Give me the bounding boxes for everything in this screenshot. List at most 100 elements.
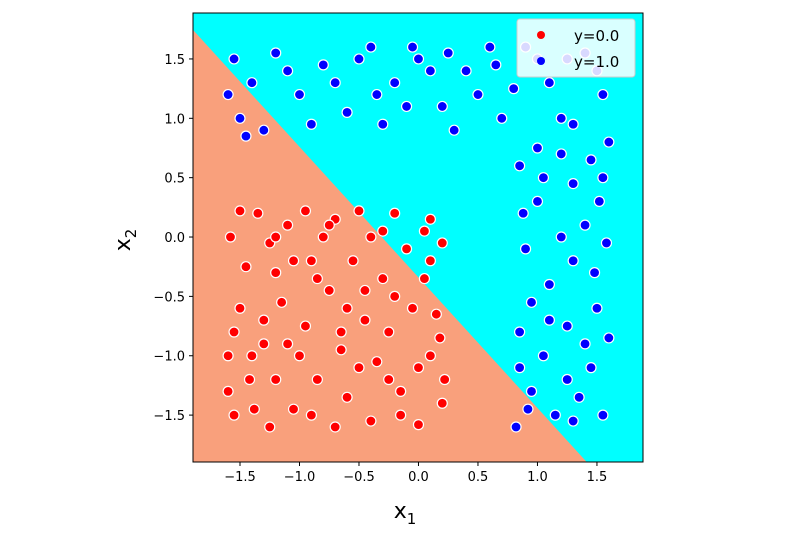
data-point-class-1 xyxy=(246,77,258,89)
data-point-class-1 xyxy=(543,314,555,326)
data-point-class-0 xyxy=(430,308,442,320)
data-point-class-1 xyxy=(258,124,270,136)
data-point-class-0 xyxy=(359,284,371,297)
data-point-class-1 xyxy=(561,373,573,386)
data-point-class-0 xyxy=(389,207,401,219)
x-axis-label-subscript: 1 xyxy=(407,510,417,528)
y-tick-label: 1.5 xyxy=(164,53,185,68)
data-point-class-1 xyxy=(597,88,609,101)
data-point-class-1 xyxy=(567,178,579,190)
legend-marker-class-1 xyxy=(537,57,545,65)
y-tick-label: 0.0 xyxy=(164,231,185,246)
data-point-class-0 xyxy=(305,255,317,267)
data-point-class-0 xyxy=(258,338,270,350)
data-point-class-1 xyxy=(561,320,573,332)
data-point-class-1 xyxy=(508,83,520,95)
data-point-class-0 xyxy=(412,419,425,431)
data-point-class-1 xyxy=(543,278,555,291)
y-axis-label: x2 xyxy=(111,229,140,252)
data-point-class-0 xyxy=(377,272,389,285)
data-point-class-0 xyxy=(395,409,407,421)
data-point-class-0 xyxy=(371,356,383,368)
y-tick-label: −1.0 xyxy=(153,350,185,365)
data-point-class-0 xyxy=(281,219,294,231)
data-point-class-0 xyxy=(434,332,446,344)
data-point-class-0 xyxy=(248,403,260,415)
data-point-class-1 xyxy=(593,195,605,208)
x-tick-label: −0.5 xyxy=(343,470,375,485)
data-point-class-0 xyxy=(424,255,436,267)
data-point-class-1 xyxy=(567,255,579,267)
data-point-class-0 xyxy=(311,272,323,285)
data-point-class-0 xyxy=(395,385,407,397)
legend-marker-class-0 xyxy=(537,31,545,39)
data-point-class-1 xyxy=(588,267,601,279)
data-point-class-1 xyxy=(579,219,591,231)
data-point-class-0 xyxy=(293,350,306,362)
data-point-class-0 xyxy=(359,314,371,326)
data-point-class-0 xyxy=(270,231,282,243)
data-point-class-1 xyxy=(222,88,234,101)
data-point-class-0 xyxy=(317,231,329,243)
data-point-class-1 xyxy=(400,100,413,113)
data-point-class-0 xyxy=(329,421,341,433)
x-tick-label: 1.0 xyxy=(527,470,548,485)
data-point-class-1 xyxy=(424,65,436,77)
x-tick-label: −1.0 xyxy=(284,470,316,485)
data-point-class-1 xyxy=(448,124,460,136)
data-point-class-0 xyxy=(365,415,377,427)
data-point-class-1 xyxy=(603,136,615,148)
data-point-class-0 xyxy=(424,213,436,225)
region-class-0 xyxy=(193,29,587,463)
data-point-class-1 xyxy=(597,172,609,184)
legend: y=0.0 y=1.0 xyxy=(516,18,636,78)
data-point-class-1 xyxy=(603,332,615,344)
data-point-class-0 xyxy=(341,302,353,314)
data-point-class-0 xyxy=(311,373,323,386)
data-point-class-1 xyxy=(543,77,555,89)
data-point-class-0 xyxy=(389,290,401,302)
data-point-class-1 xyxy=(514,326,526,338)
data-point-class-0 xyxy=(224,231,237,243)
data-point-class-1 xyxy=(293,88,306,101)
data-point-class-1 xyxy=(412,53,425,65)
data-point-class-1 xyxy=(270,47,282,59)
legend-label-class-0: y=0.0 xyxy=(574,27,619,45)
data-point-class-0 xyxy=(243,373,256,386)
data-point-class-0 xyxy=(228,326,240,338)
data-point-class-1 xyxy=(377,118,389,130)
data-point-class-0 xyxy=(335,344,347,356)
data-point-class-1 xyxy=(525,296,538,308)
data-point-class-0 xyxy=(281,338,294,350)
data-point-class-1 xyxy=(579,338,591,350)
data-point-class-1 xyxy=(228,53,240,65)
data-point-class-1 xyxy=(591,302,603,314)
data-point-class-0 xyxy=(287,403,300,415)
data-point-class-0 xyxy=(341,391,353,403)
data-point-class-1 xyxy=(353,53,365,65)
data-point-class-0 xyxy=(377,225,389,237)
x-tick-label: −1.5 xyxy=(224,470,256,485)
data-point-class-0 xyxy=(252,207,264,219)
data-point-class-1 xyxy=(490,59,502,71)
data-point-class-0 xyxy=(323,284,335,297)
data-point-class-0 xyxy=(383,373,395,386)
data-point-class-0 xyxy=(305,409,317,421)
data-point-class-1 xyxy=(472,88,484,101)
data-point-class-0 xyxy=(383,326,395,338)
data-point-class-0 xyxy=(287,255,300,267)
data-point-class-1 xyxy=(585,362,597,374)
data-point-class-0 xyxy=(234,302,246,314)
data-point-class-1 xyxy=(371,88,383,101)
x-axis-label: x1 xyxy=(394,499,417,528)
data-point-class-0 xyxy=(299,205,312,217)
data-point-class-0 xyxy=(365,231,377,243)
data-point-class-1 xyxy=(514,362,526,374)
x-tick-label: 0.0 xyxy=(408,470,429,485)
y-tick-label: 1.0 xyxy=(164,112,185,127)
data-point-class-0 xyxy=(436,397,448,409)
data-point-class-0 xyxy=(276,296,288,308)
data-point-class-1 xyxy=(484,41,496,53)
data-point-class-1 xyxy=(585,154,597,166)
data-point-class-1 xyxy=(597,409,609,421)
